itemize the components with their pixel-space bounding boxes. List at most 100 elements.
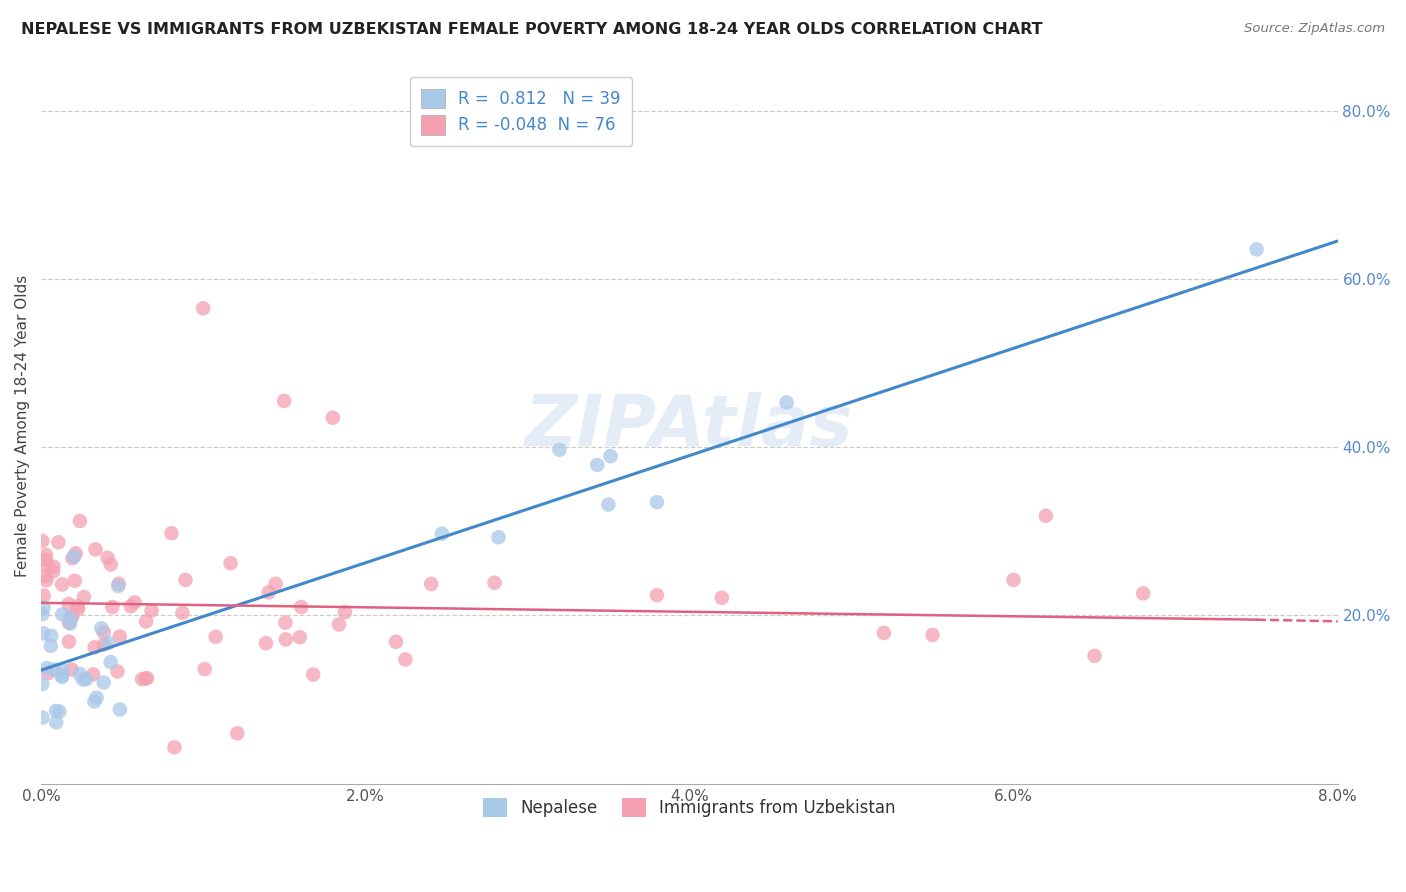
Point: [134, 672, 156, 686]
Point: [290, 600, 312, 615]
Point: [873, 626, 896, 640]
Point: [35, 548, 58, 562]
Point: [586, 458, 609, 472]
Point: [69, 667, 91, 681]
Point: [226, 726, 249, 740]
Point: [598, 498, 620, 512]
Point: [96, 550, 118, 565]
Point: [548, 442, 571, 457]
Text: ZIPAtlas: ZIPAtlas: [524, 392, 853, 460]
Point: [31, 710, 53, 724]
Point: [35, 661, 58, 675]
Point: [107, 579, 129, 593]
Point: [1132, 586, 1154, 600]
Point: [219, 556, 242, 570]
Point: [51, 670, 73, 684]
Point: [141, 603, 163, 617]
Point: [83, 640, 105, 655]
Point: [108, 702, 131, 716]
Point: [59, 610, 82, 624]
Point: [31, 677, 53, 691]
Point: [37, 666, 59, 681]
Point: [48, 705, 70, 719]
Point: [63, 574, 86, 588]
Point: [31, 533, 53, 548]
Point: [1246, 243, 1268, 257]
Point: [174, 573, 197, 587]
Point: [42, 662, 65, 676]
Point: [31, 607, 53, 621]
Point: [32, 600, 55, 615]
Point: [37, 559, 59, 574]
Point: [58, 615, 80, 630]
Point: [710, 591, 733, 605]
Point: [66, 599, 89, 613]
Point: [34, 553, 56, 567]
Y-axis label: Female Poverty Among 18-24 Year Olds: Female Poverty Among 18-24 Year Olds: [15, 275, 30, 577]
Point: [120, 599, 142, 614]
Point: [73, 590, 96, 604]
Point: [42, 559, 65, 574]
Point: [93, 675, 115, 690]
Point: [257, 585, 280, 599]
Point: [75, 672, 97, 686]
Point: [254, 636, 277, 650]
Point: [160, 526, 183, 541]
Point: [107, 665, 129, 679]
Point: [328, 617, 350, 632]
Point: [163, 740, 186, 755]
Point: [921, 628, 943, 642]
Point: [93, 638, 115, 652]
Point: [172, 606, 194, 620]
Point: [60, 551, 83, 566]
Point: [645, 588, 668, 602]
Point: [135, 671, 157, 685]
Point: [51, 607, 73, 622]
Point: [34, 568, 56, 582]
Point: [58, 634, 80, 648]
Point: [193, 301, 215, 316]
Point: [84, 542, 107, 557]
Point: [86, 690, 108, 705]
Point: [45, 715, 67, 730]
Point: [204, 630, 226, 644]
Point: [124, 595, 146, 609]
Point: [42, 565, 65, 579]
Point: [107, 577, 129, 591]
Legend: Nepalese, Immigrants from Uzbekistan: Nepalese, Immigrants from Uzbekistan: [475, 789, 904, 825]
Point: [322, 410, 344, 425]
Point: [333, 605, 356, 619]
Point: [101, 600, 124, 615]
Point: [274, 632, 297, 647]
Point: [394, 652, 416, 666]
Point: [488, 530, 510, 544]
Point: [264, 577, 287, 591]
Point: [39, 629, 62, 643]
Point: [100, 655, 122, 669]
Point: [274, 615, 297, 630]
Point: [51, 668, 73, 682]
Point: [39, 639, 62, 653]
Point: [97, 636, 120, 650]
Point: [273, 393, 295, 408]
Point: [58, 597, 80, 611]
Point: [108, 630, 131, 644]
Point: [35, 573, 58, 587]
Point: [1035, 508, 1057, 523]
Point: [135, 615, 157, 629]
Point: [67, 602, 90, 616]
Point: [645, 495, 668, 509]
Point: [69, 514, 91, 528]
Point: [72, 673, 94, 687]
Point: [288, 630, 311, 644]
Point: [385, 635, 408, 649]
Point: [90, 621, 112, 635]
Point: [430, 526, 453, 541]
Point: [1002, 573, 1025, 587]
Point: [32, 626, 55, 640]
Text: NEPALESE VS IMMIGRANTS FROM UZBEKISTAN FEMALE POVERTY AMONG 18-24 YEAR OLDS CORR: NEPALESE VS IMMIGRANTS FROM UZBEKISTAN F…: [21, 22, 1043, 37]
Point: [51, 577, 73, 591]
Point: [100, 558, 122, 572]
Point: [775, 395, 797, 409]
Text: Source: ZipAtlas.com: Source: ZipAtlas.com: [1244, 22, 1385, 36]
